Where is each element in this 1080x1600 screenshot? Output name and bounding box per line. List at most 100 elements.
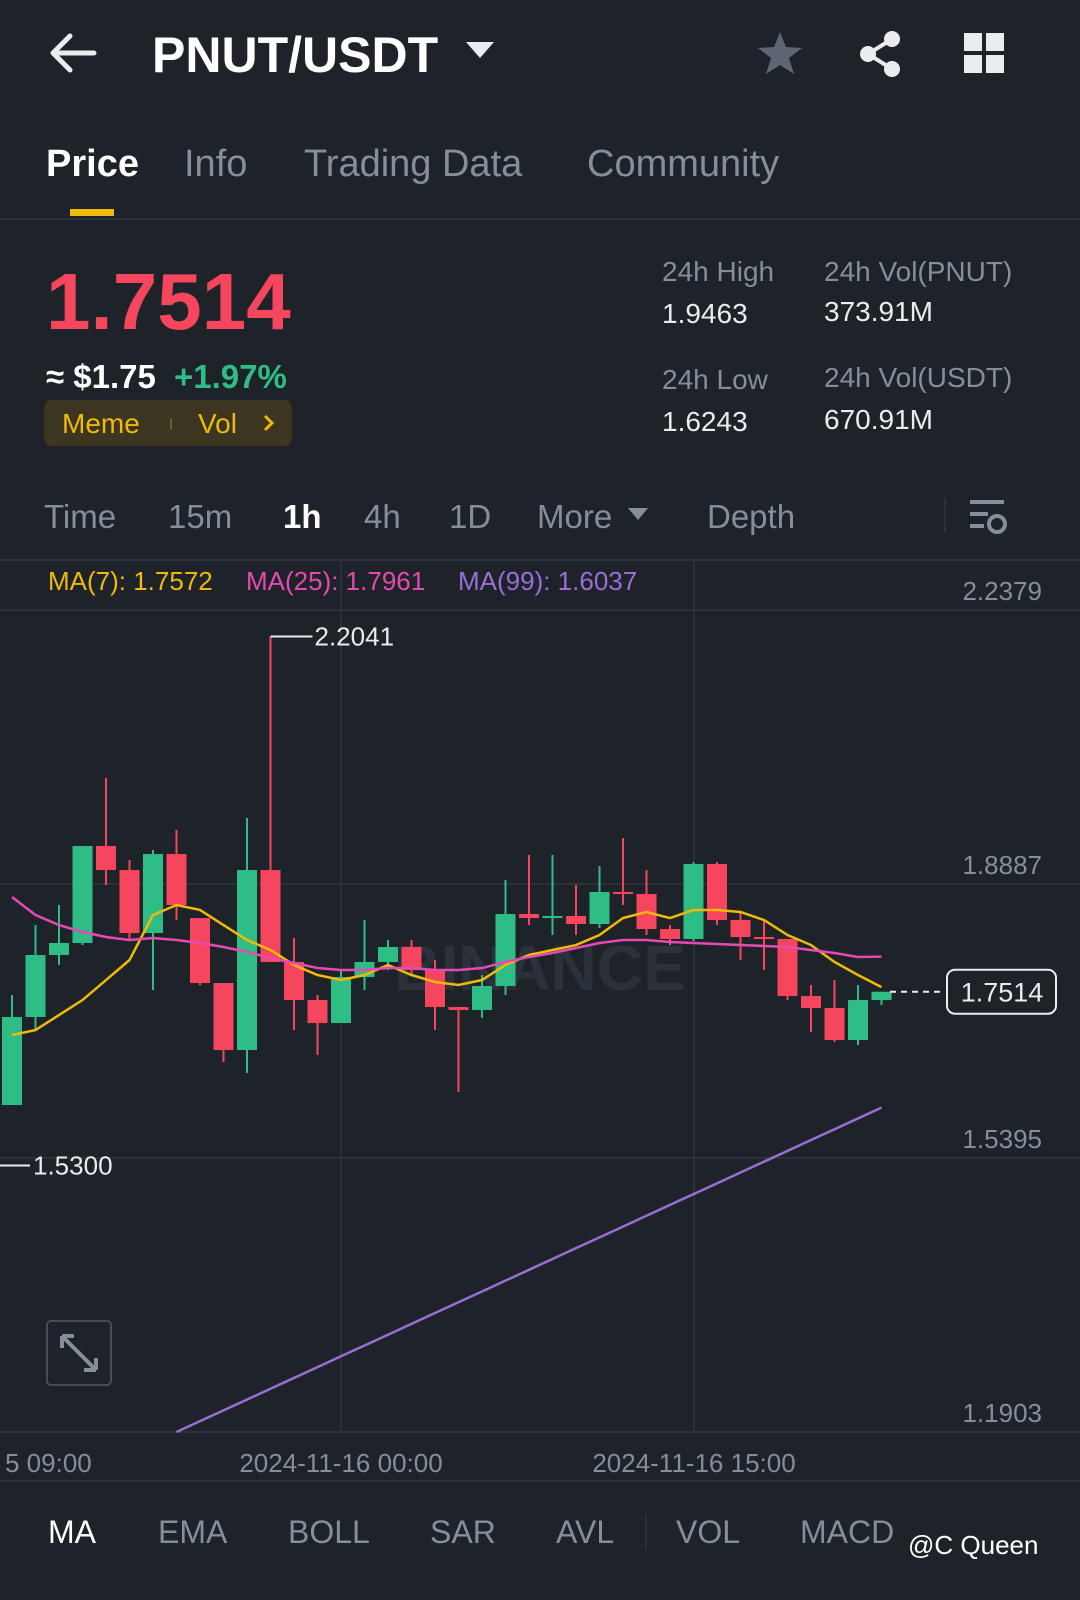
stat-value: 670.91M [824, 404, 933, 435]
interval[interactable]: 4h [364, 498, 401, 535]
stat-value: 1.9463 [662, 298, 748, 329]
interval[interactable]: 15m [168, 498, 233, 535]
candle-body [378, 946, 398, 962]
candle-body [425, 969, 445, 1008]
candle-body [566, 916, 586, 925]
candle-body [213, 983, 234, 1051]
share-icon[interactable] [858, 30, 904, 78]
candle-body [707, 863, 727, 921]
candle-body [730, 920, 751, 938]
candle-body [260, 870, 281, 962]
stat-label: 24h Low [662, 364, 768, 395]
tab[interactable]: Community [587, 143, 780, 185]
candle-body [871, 991, 892, 1001]
x-tick-label: 2024-11-16 15:00 [592, 1448, 795, 1478]
stat-label: 24h Vol(USDT) [824, 362, 1013, 393]
back-button[interactable] [48, 30, 100, 76]
indicator[interactable]: EMA [158, 1514, 228, 1550]
candle-body [284, 961, 304, 1001]
interval[interactable]: More [537, 498, 613, 535]
interval[interactable]: 1h [283, 498, 322, 535]
watermark: @C Queen [908, 1530, 1039, 1560]
candle-body [166, 854, 187, 906]
more-caret[interactable] [628, 508, 650, 522]
candle-body [307, 1000, 328, 1024]
interval[interactable]: Time [44, 498, 117, 535]
candle-body [542, 916, 563, 919]
interval[interactable]: Depth [707, 498, 796, 535]
candle-body [448, 1007, 469, 1011]
tab[interactable]: Price [46, 143, 139, 185]
price-change: +1.97% [174, 358, 287, 395]
last-price: 1.7514 [46, 257, 291, 346]
candle-body [25, 955, 46, 1017]
y-tick-label: 1.8887 [962, 850, 1042, 880]
last-price-tag [946, 968, 1057, 1015]
candle-body [777, 938, 798, 997]
candle-body [119, 870, 140, 934]
stat-value: 1.6243 [662, 406, 748, 437]
tag-separator [170, 418, 172, 430]
divider [645, 1514, 647, 1550]
high-label: 2.2041 [315, 622, 395, 652]
candle-body [495, 914, 516, 986]
candle-body [589, 891, 610, 925]
y-tick-label: 1.1903 [962, 1398, 1042, 1428]
candle-body [401, 946, 422, 970]
indicator[interactable]: VOL [676, 1514, 741, 1550]
candle-body [143, 854, 163, 934]
candle-body [72, 846, 93, 943]
tab[interactable]: Info [184, 143, 248, 185]
candle-body [683, 863, 704, 939]
indicator[interactable]: SAR [430, 1514, 496, 1550]
candle-body [660, 929, 680, 939]
fullscreen-button[interactable] [46, 1320, 112, 1386]
candle-body [190, 918, 210, 984]
low-label: 1.5300 [33, 1150, 113, 1180]
stat-label: 24h High [662, 256, 775, 287]
divider [0, 559, 1080, 561]
menu-grid-icon[interactable] [964, 33, 1006, 75]
candle-body [613, 891, 633, 895]
legend-entry: MA(25): 1.7961 [246, 566, 425, 596]
stat-value: 373.91M [824, 296, 933, 327]
favorite-icon[interactable] [756, 30, 804, 76]
pair-caret[interactable] [466, 42, 496, 62]
legend-entry: MA(99): 1.6037 [458, 566, 637, 596]
indicator[interactable]: MACD [800, 1514, 895, 1550]
indicator[interactable]: BOLL [288, 1514, 370, 1550]
x-tick-label: 5 09:00 [5, 1448, 92, 1478]
indicator[interactable]: AVL [556, 1514, 615, 1550]
pair-title[interactable]: PNUT/USDT [152, 27, 439, 83]
divider [0, 1480, 1080, 1482]
chart-settings-icon[interactable] [968, 498, 1008, 536]
indicator[interactable]: MA [48, 1514, 96, 1550]
ma-line [11, 896, 882, 972]
candle-body [848, 1000, 868, 1040]
candle-body [237, 870, 257, 1051]
ma-line [175, 1106, 883, 1434]
interval[interactable]: 1D [449, 498, 492, 535]
candle-body [824, 1008, 845, 1040]
y-tick-label: 2.2379 [962, 576, 1042, 606]
x-tick-label: 2024-11-16 00:00 [239, 1448, 442, 1478]
stat-label: 24h Vol(PNUT) [824, 256, 1013, 287]
candle-body [519, 914, 539, 919]
candle-body [801, 996, 821, 1009]
candle-body [96, 846, 116, 871]
divider [944, 498, 946, 532]
tab[interactable]: Trading Data [304, 143, 523, 185]
last-price-label: 1.7514 [961, 978, 1044, 1008]
tag[interactable]: Vol [198, 408, 237, 439]
candle-body [472, 985, 492, 1011]
tab-indicator [70, 209, 114, 216]
usd-price: ≈ $1.75 [46, 358, 156, 395]
tag-box[interactable] [44, 400, 292, 446]
tag-chevron[interactable] [262, 414, 276, 432]
y-tick-label: 1.5395 [962, 1124, 1042, 1154]
tag[interactable]: Meme [62, 408, 140, 439]
candle-body [754, 937, 774, 940]
candle-body [2, 1016, 22, 1106]
